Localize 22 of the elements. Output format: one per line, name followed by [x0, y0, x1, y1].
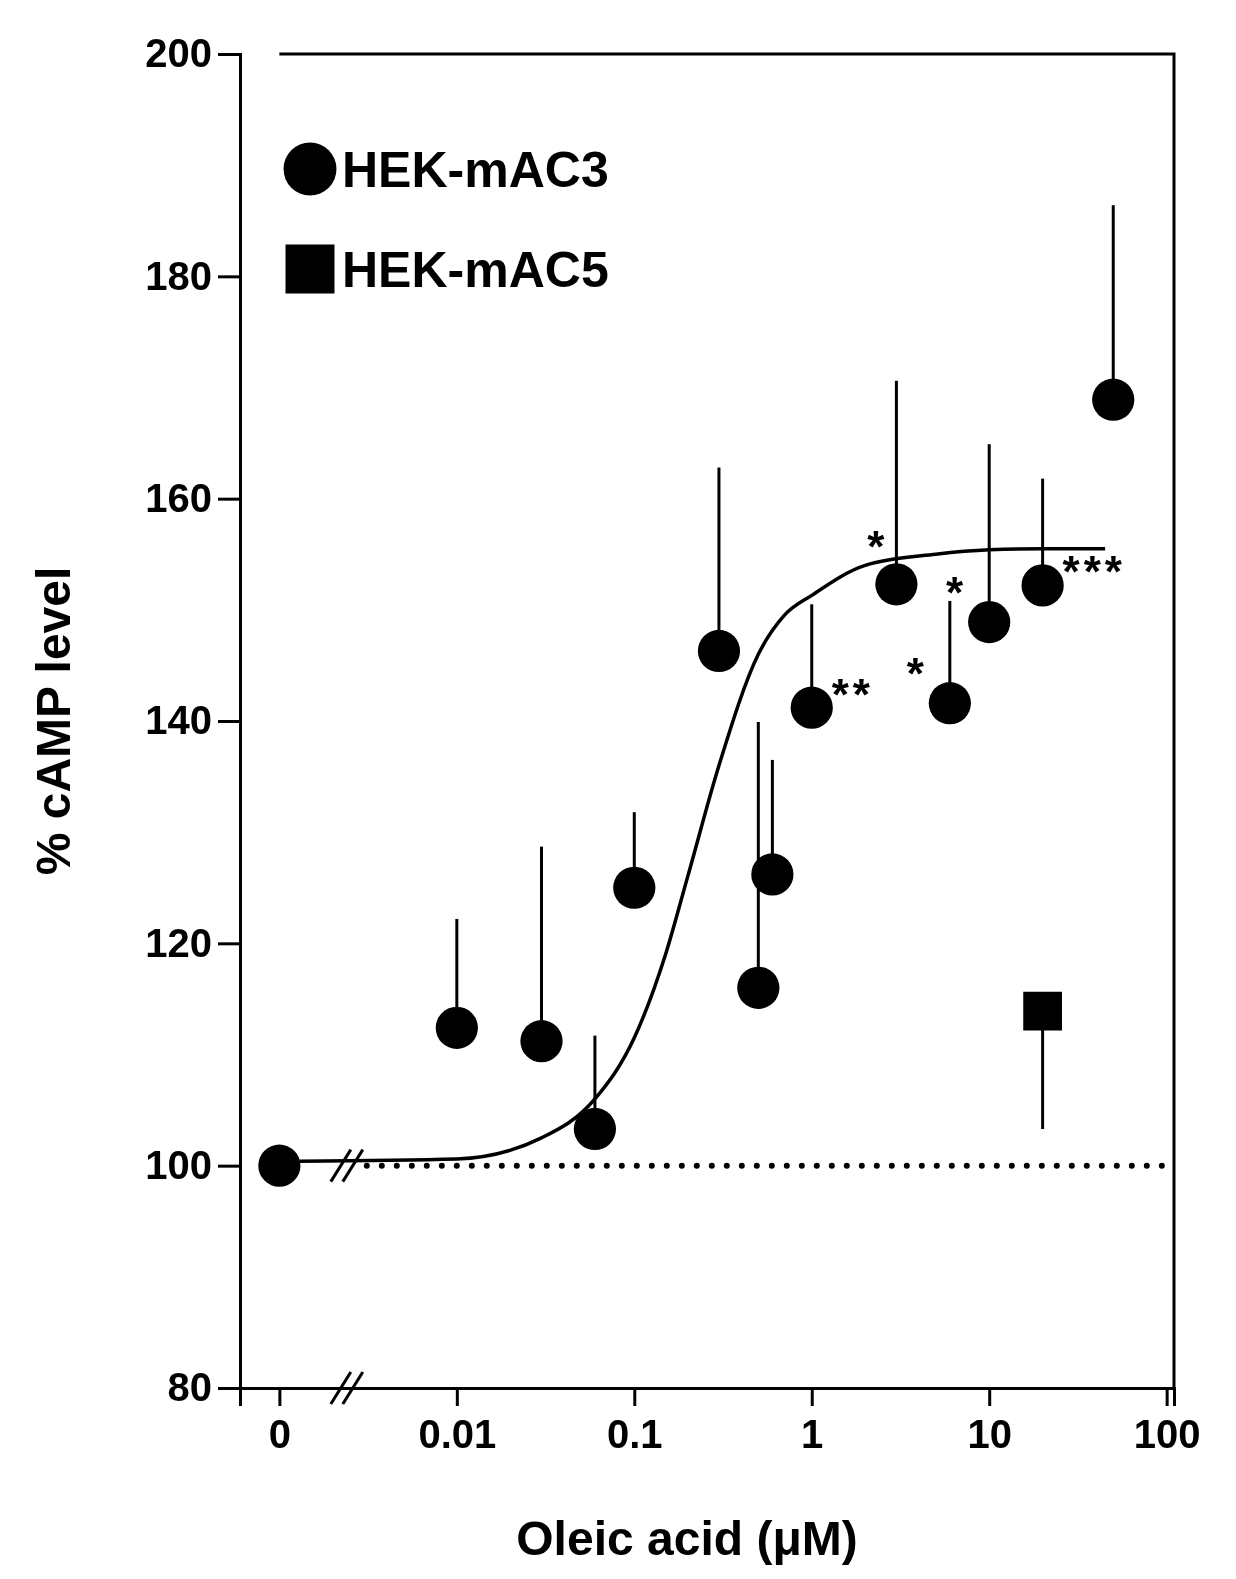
- x-tick-label: 10: [967, 1412, 1012, 1457]
- y-tick-label: 120: [145, 920, 212, 965]
- y-tick-label: 180: [145, 253, 212, 298]
- y-tick-label: 160: [145, 475, 212, 520]
- x-tick-label: 0: [268, 1412, 291, 1457]
- x-tick-label: 1: [801, 1412, 824, 1457]
- annotation: *: [906, 649, 928, 699]
- y-tick-label: 140: [145, 698, 212, 743]
- annotation: ***: [1062, 547, 1126, 597]
- x-tick-label: 0.1: [606, 1412, 663, 1457]
- y-tick-label: 100: [145, 1142, 212, 1187]
- legend-label: HEK-mAC5: [342, 242, 609, 298]
- annotation: *: [867, 522, 889, 572]
- legend-label: HEK-mAC3: [342, 142, 609, 198]
- y-tick-label: 200: [145, 31, 212, 76]
- x-tick-label: 100: [1133, 1412, 1201, 1457]
- x-axis-title: Oleic acid (μM): [516, 1512, 858, 1565]
- y-tick-label: 80: [167, 1365, 212, 1410]
- annotation: *: [946, 568, 968, 618]
- y-axis-title: % cAMP level: [27, 566, 80, 876]
- x-tick-label: 0.01: [418, 1412, 497, 1457]
- annotation: **: [831, 669, 874, 719]
